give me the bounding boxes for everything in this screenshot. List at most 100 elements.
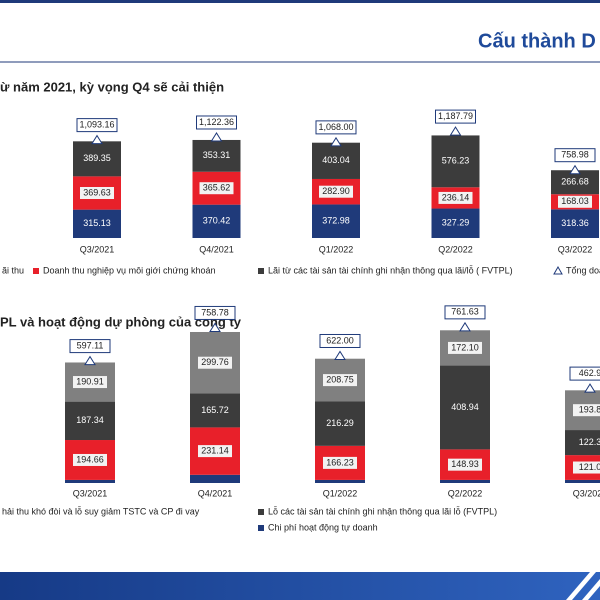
value-label: 122.3 — [579, 437, 600, 447]
total-marker — [84, 355, 96, 366]
legend-label: Doanh thu nghiệp vụ môi giới chứng khoán — [43, 265, 216, 275]
chart-heading: PL và hoạt động dự phòng của công ty — [0, 314, 242, 329]
value-label: 365.62 — [203, 183, 231, 193]
value-label: 327.29 — [442, 218, 470, 228]
legend-marker — [258, 268, 264, 274]
label-box — [198, 356, 232, 369]
label-box — [198, 445, 232, 458]
legend-label: Lãi từ các tài sản tài chính ghi nhận th… — [268, 265, 513, 275]
value-label: 216.29 — [326, 418, 354, 428]
total-label: 761.63 — [451, 307, 479, 317]
bar-segment — [565, 479, 600, 483]
label-box — [435, 109, 476, 124]
footer-stripe — [582, 579, 600, 600]
bar-segment — [440, 365, 490, 450]
legend-marker — [258, 525, 264, 531]
label-box — [323, 456, 357, 469]
value-label: 190.91 — [76, 376, 104, 386]
value-label: 187.34 — [76, 415, 104, 425]
value-label: 299.76 — [201, 357, 229, 367]
label-box — [69, 339, 111, 354]
total-marker — [459, 321, 471, 332]
x-tick-label: Q2/2022 — [448, 488, 483, 498]
bar-segment — [312, 204, 360, 238]
bar-segment — [192, 139, 241, 172]
bar-segment — [312, 142, 360, 179]
value-label: 208.75 — [326, 374, 354, 384]
total-label: 1,068.00 — [318, 122, 353, 132]
value-label: 172.10 — [451, 342, 479, 352]
label-box — [315, 120, 357, 135]
x-tick-label: Q1/2022 — [319, 244, 354, 254]
bar-segment — [190, 393, 240, 428]
total-marker — [449, 126, 462, 136]
label-box — [199, 182, 234, 195]
value-label: 148.93 — [451, 459, 479, 469]
legend-label: ãi thu — [2, 265, 24, 275]
bar-segment — [73, 209, 121, 238]
label-box — [438, 191, 473, 204]
label-box — [444, 305, 486, 320]
value-label: 315.13 — [83, 218, 111, 228]
value-label: 168.03 — [561, 196, 589, 206]
legend-label: Chi phí hoạt động tự doanh — [268, 522, 378, 532]
label-box — [73, 376, 107, 389]
label-box — [554, 148, 596, 163]
bar-segment — [315, 401, 365, 446]
total-label: 1,187.79 — [438, 111, 473, 121]
x-tick-label: Q3/2021 — [73, 488, 108, 498]
value-label: 194.66 — [76, 454, 104, 464]
footer-band — [0, 572, 600, 600]
label-box — [76, 118, 118, 133]
label-box — [319, 185, 353, 198]
label-box — [448, 458, 482, 471]
label-box — [319, 333, 361, 348]
total-label: 597.11 — [77, 340, 104, 350]
x-tick-label: Q1/2022 — [323, 488, 358, 498]
total-marker — [91, 134, 103, 145]
bar-segment — [440, 479, 490, 483]
x-tick-label: Q4/2021 — [199, 244, 234, 254]
bar-segment — [431, 135, 480, 188]
bar-segment — [315, 479, 365, 483]
total-label: 1,122.36 — [199, 117, 234, 127]
label-box — [573, 461, 600, 474]
label-box — [323, 374, 357, 387]
legend-label: Lỗ các tài sản tài chính ghi nhận thông … — [268, 506, 497, 516]
bar-segment — [431, 208, 480, 238]
x-tick-label: Q3/2022 — [558, 244, 593, 254]
value-label: 370.42 — [203, 216, 231, 226]
bar-segment — [565, 430, 600, 456]
label-box — [558, 195, 592, 208]
total-marker — [210, 132, 223, 142]
bar-segment — [192, 204, 241, 238]
top-rule — [0, 0, 600, 3]
total-marker — [330, 136, 342, 147]
total-marker — [209, 322, 221, 332]
value-label: 193.8 — [579, 405, 600, 415]
page-title: Cấu thành D — [478, 30, 596, 52]
total-label: 462.9 — [579, 368, 600, 378]
value-label: 231.14 — [201, 445, 229, 455]
value-label: 369.63 — [83, 187, 111, 197]
x-tick-label: Q3/2022 — [573, 488, 600, 498]
total-marker — [334, 350, 346, 360]
value-label: 282.90 — [322, 186, 350, 196]
label-box — [569, 366, 600, 381]
value-label: 236.14 — [442, 192, 470, 202]
bar-segment — [551, 170, 599, 195]
value-label: 353.31 — [203, 150, 231, 160]
label-box — [573, 404, 600, 417]
total-label: 758.78 — [201, 307, 229, 317]
value-label: 403.04 — [322, 155, 350, 165]
value-label: 166.23 — [326, 457, 354, 467]
value-label: 318.36 — [561, 218, 589, 228]
value-label: 372.98 — [322, 216, 350, 226]
label-box — [80, 187, 114, 200]
legend-label: hải thu khó đòi và lỗ suy giảm TSTC và C… — [2, 506, 200, 516]
x-tick-label: Q3/2021 — [80, 244, 115, 254]
total-marker — [569, 164, 581, 175]
chart-heading: ừ năm 2021, kỳ vọng Q4 sẽ cải thiện — [0, 79, 224, 94]
total-label: 758.98 — [561, 150, 589, 160]
